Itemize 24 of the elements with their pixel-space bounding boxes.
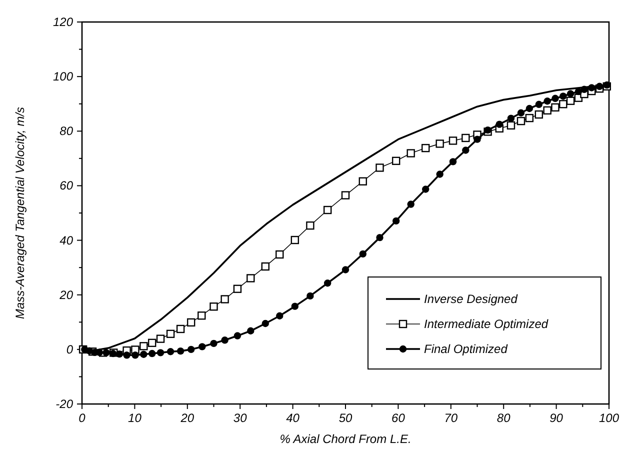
x-tick-label: 0 [78, 411, 86, 425]
y-tick-label: 100 [52, 70, 74, 84]
x-tick-label: 50 [338, 411, 352, 425]
x-tick-label: 30 [233, 411, 248, 425]
y-tick-label: 80 [60, 124, 74, 138]
legend-label: Final Optimized [424, 342, 508, 356]
x-tick-label: 70 [444, 411, 458, 425]
x-tick-label: 100 [598, 411, 620, 425]
y-tick-label: 60 [60, 178, 74, 193]
x-tick-label: 10 [128, 411, 142, 425]
y-tick-label: 40 [60, 233, 74, 248]
x-tick-label: 60 [392, 411, 406, 425]
y-tick-label: 0 [66, 342, 74, 356]
legend-label: Inverse Designed [424, 292, 518, 306]
x-axis-title: % Axial Chord From L.E. [280, 432, 412, 446]
x-tick-label: 40 [286, 411, 300, 425]
x-tick-label: 80 [496, 411, 511, 425]
x-tick-label: 20 [180, 411, 194, 425]
y-tick-label: -20 [56, 397, 74, 411]
y-tick-label: 120 [52, 15, 74, 29]
legend-label: Intermediate Optimized [424, 317, 548, 331]
x-tick-label: 90 [550, 411, 564, 425]
y-axis-title: Mass-Averaged Tangential Velocity, m/s [13, 106, 27, 320]
y-tick-label: 20 [58, 288, 74, 302]
